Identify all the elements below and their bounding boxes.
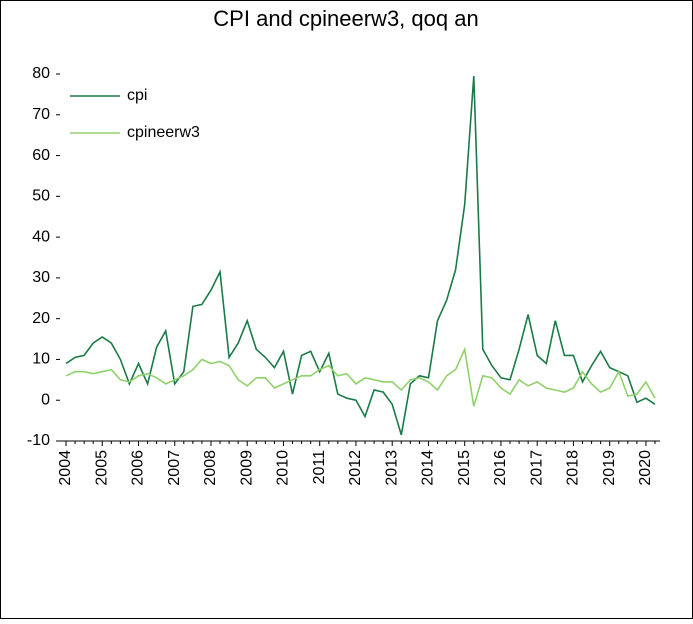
x-tick-label: 2010 (275, 450, 292, 486)
y-tick-label: 60 (32, 147, 50, 164)
x-tick-label: 2007 (166, 450, 183, 486)
x-tick-label: 2020 (637, 450, 654, 486)
series-line (65, 346, 656, 407)
y-tick-label: 80 (32, 65, 50, 82)
y-tick-label: 10 (32, 351, 50, 368)
x-tick-label: 2014 (420, 450, 437, 486)
x-tick-label: 2019 (601, 450, 618, 486)
x-tick-label: 2012 (347, 450, 364, 486)
y-tick-label: 0 (41, 391, 50, 408)
y-tick-label: 70 (32, 106, 50, 123)
x-tick-label: 2017 (528, 450, 545, 486)
x-tick-label: 2006 (130, 450, 147, 486)
y-tick-label: 30 (32, 269, 50, 286)
x-tick-label: 2018 (565, 450, 582, 486)
chart-title: CPI and cpineerw3, qoq an (213, 6, 478, 31)
y-tick-label: 40 (32, 228, 50, 245)
series-line (65, 75, 656, 436)
x-tick-label: 2013 (383, 450, 400, 486)
x-tick-label: 2005 (93, 450, 110, 486)
y-tick-label: 20 (32, 310, 50, 327)
legend-label: cpineerw3 (127, 124, 200, 141)
x-tick-label: 2016 (492, 450, 509, 486)
x-tick-label: 2011 (311, 450, 328, 485)
y-tick-label: 50 (32, 188, 50, 205)
legend-label: cpi (127, 87, 147, 104)
x-tick-label: 2015 (456, 450, 473, 486)
x-tick-label: 2009 (238, 450, 255, 486)
x-tick-label: 2008 (202, 450, 219, 486)
y-tick-label: -10 (27, 432, 50, 449)
x-tick-label: 2004 (57, 450, 74, 486)
